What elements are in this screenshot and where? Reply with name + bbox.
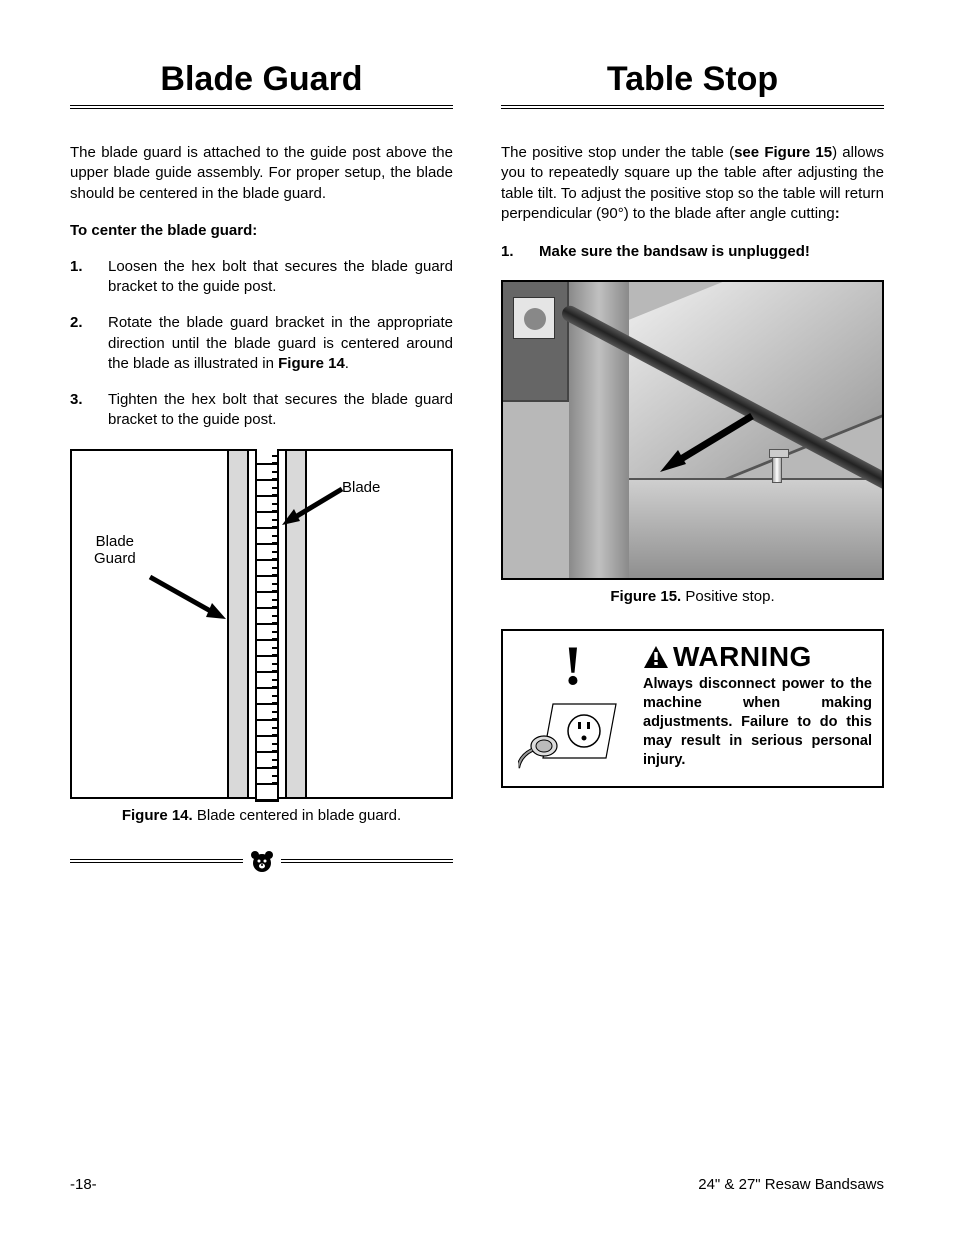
table-stop-title: Table Stop bbox=[501, 60, 884, 99]
blade-guard-intro: The blade guard is attached to the guide… bbox=[70, 143, 453, 204]
blade-tooth bbox=[272, 679, 279, 688]
blade-tooth bbox=[272, 631, 279, 640]
figure-15-caption: Figure 15. Positive stop. bbox=[501, 588, 884, 605]
warning-title: WARNING bbox=[673, 641, 812, 673]
left-column: Blade Guard The blade guard is attached … bbox=[70, 60, 453, 874]
blade-tooth bbox=[272, 647, 279, 656]
page-number: -18- bbox=[70, 1176, 97, 1193]
title-rule bbox=[70, 105, 453, 109]
blade-tooth bbox=[272, 743, 279, 752]
step-3-num: 3. bbox=[70, 390, 90, 431]
blade-tooth bbox=[272, 487, 279, 496]
step-1: 1. Loosen the hex bolt that secures the … bbox=[70, 257, 453, 298]
center-guard-subhead: To center the blade guard: bbox=[70, 222, 453, 239]
blade-tooth bbox=[272, 711, 279, 720]
saw-base bbox=[629, 478, 882, 578]
switch-knob bbox=[513, 297, 555, 339]
section-break bbox=[70, 848, 453, 874]
step-1-num: 1. bbox=[70, 257, 90, 298]
blade-tooth bbox=[272, 455, 279, 464]
step-1-text: Loosen the hex bolt that secures the bla… bbox=[108, 257, 453, 298]
arrow-to-blade-icon bbox=[280, 483, 350, 533]
center-guard-steps: 1. Loosen the hex bolt that secures the … bbox=[70, 257, 453, 431]
table-stop-intro: The positive stop under the table (see F… bbox=[501, 143, 884, 224]
exclamation-icon: ! bbox=[564, 641, 583, 691]
warning-triangle-icon bbox=[643, 645, 669, 669]
blade-tooth bbox=[272, 471, 279, 480]
table-stop-steps: 1. Make sure the bandsaw is unplugged! bbox=[501, 242, 884, 262]
blade-tooth bbox=[272, 615, 279, 624]
page-footer: -18- 24" & 27" Resaw Bandsaws bbox=[70, 1176, 884, 1193]
unplug-step-text: Make sure the bandsaw is unplugged! bbox=[539, 242, 884, 262]
arrow-to-stop-icon bbox=[652, 408, 762, 478]
blade-tooth bbox=[272, 583, 279, 592]
warning-text: Always disconnect power to the machine w… bbox=[643, 675, 872, 769]
step-2: 2. Rotate the blade guard bracket in the… bbox=[70, 313, 453, 374]
doc-title: 24" & 27" Resaw Bandsaws bbox=[698, 1176, 884, 1193]
label-blade-guard: BladeGuard bbox=[94, 533, 136, 567]
blade-tooth bbox=[272, 727, 279, 736]
figure-14-caption: Figure 14. Blade centered in blade guard… bbox=[70, 807, 453, 824]
unplug-step-num: 1. bbox=[501, 242, 521, 262]
arrow-to-guard-icon bbox=[142, 569, 232, 629]
blade-tooth bbox=[272, 775, 279, 784]
step-2-text: Rotate the blade guard bracket in the ap… bbox=[108, 313, 453, 374]
warning-graphic: ! bbox=[513, 641, 633, 775]
bear-icon bbox=[249, 848, 275, 874]
blade-tooth bbox=[272, 663, 279, 672]
blade-guard-title: Blade Guard bbox=[70, 60, 453, 99]
blade-tooth bbox=[272, 695, 279, 704]
figure-15 bbox=[501, 280, 884, 580]
blade-tooth bbox=[272, 759, 279, 768]
warning-box: ! bbox=[501, 629, 884, 787]
break-line-right bbox=[281, 859, 454, 863]
positive-stop-bolt bbox=[772, 455, 782, 483]
blade-tooth bbox=[272, 519, 279, 528]
step-2-num: 2. bbox=[70, 313, 90, 374]
right-column: Table Stop The positive stop under the t… bbox=[501, 60, 884, 874]
blade-tooth bbox=[272, 535, 279, 544]
warning-header: WARNING bbox=[643, 641, 872, 673]
title-rule bbox=[501, 105, 884, 109]
figure-14: Blade BladeGuard bbox=[70, 449, 453, 799]
blade-tooth bbox=[272, 551, 279, 560]
step-3: 3. Tighten the hex bolt that secures the… bbox=[70, 390, 453, 431]
unplug-icon bbox=[518, 696, 628, 776]
blade-tooth bbox=[272, 503, 279, 512]
blade-tooth bbox=[272, 567, 279, 576]
step-3-text: Tighten the hex bolt that secures the bl… bbox=[108, 390, 453, 431]
break-line-left bbox=[70, 859, 243, 863]
unplug-step: 1. Make sure the bandsaw is unplugged! bbox=[501, 242, 884, 262]
blade-tooth bbox=[272, 599, 279, 608]
